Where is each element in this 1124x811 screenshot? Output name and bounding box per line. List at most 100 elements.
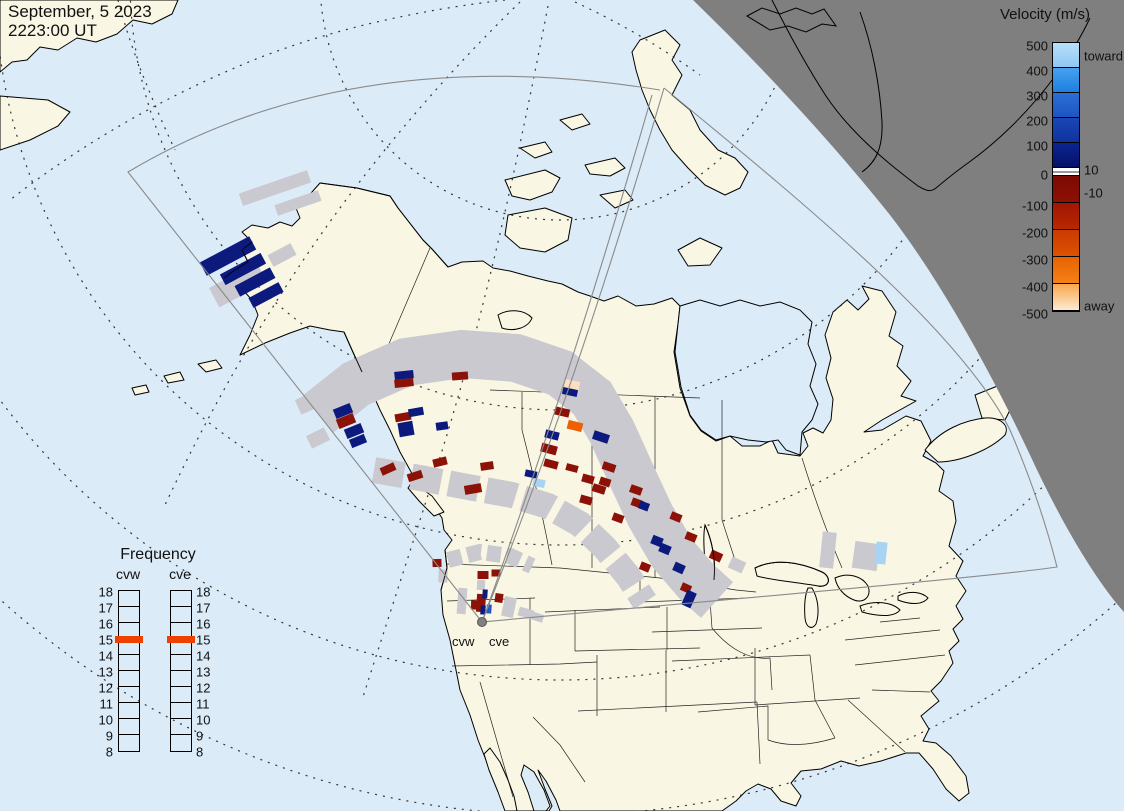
colorbar-tick-label: 100 <box>1026 138 1048 154</box>
ground-scatter-cell <box>501 595 517 619</box>
arctic-island-small-3 <box>599 189 634 209</box>
great-bear-lake <box>497 310 533 331</box>
colorbar-upper-threshold-label: 10 <box>1084 162 1099 178</box>
datetime-block: September, 5 2023 2223:00 UT <box>8 2 152 40</box>
frequency-cell <box>119 671 139 687</box>
radar-data-layer <box>199 170 888 623</box>
frequency-cell <box>171 591 191 607</box>
colorbar-away-segment <box>1053 284 1079 311</box>
frequency-cell <box>119 591 139 607</box>
colorbar-toward-segment <box>1053 143 1079 168</box>
frequency-cell <box>119 607 139 623</box>
velocity-cell-red <box>601 461 617 473</box>
ground-scatter-cell <box>456 587 468 615</box>
frequency-cell <box>171 607 191 623</box>
frequency-scale-label: 8 <box>105 744 113 760</box>
ground-scatter-band <box>446 543 536 574</box>
velocity-cell-red <box>494 592 504 604</box>
arctic-island-small-1 <box>584 157 626 177</box>
velocity-cell-red <box>477 571 489 579</box>
frequency-cell <box>119 719 139 735</box>
velocity-cell-red <box>491 569 501 577</box>
velocity-cell-navy <box>592 430 610 444</box>
frequency-scale-label: 15 <box>98 632 113 648</box>
velocity-cell-navy <box>394 370 414 380</box>
radar-site-dot <box>477 617 487 627</box>
banks-island <box>504 169 561 201</box>
velocity-cell-red <box>581 473 595 485</box>
cvw-fov <box>127 75 661 623</box>
colorbar-zero-stripe <box>1053 171 1079 174</box>
frequency-column-cvw <box>118 590 140 752</box>
colorbar-tick-label: -400 <box>1021 279 1048 295</box>
velocity-cell-red <box>480 461 494 471</box>
velocity-cell-navy <box>658 542 672 556</box>
hudson-bay <box>674 299 819 456</box>
cvw-fov-east-edge <box>481 94 653 623</box>
ground-scatter-cell <box>819 531 837 569</box>
ground-scatter-cell <box>305 427 331 449</box>
colorbar-tick-label: 300 <box>1026 88 1048 104</box>
ground-scatter-cell <box>727 556 747 574</box>
colorbar-lower-threshold-label: -10 <box>1084 185 1103 201</box>
colorbar-away-segment <box>1053 176 1079 203</box>
lake-michigan <box>804 587 819 628</box>
velocity-cell-navy <box>482 589 488 599</box>
ground-scatter-cell <box>496 349 516 365</box>
frequency-scale-label: 11 <box>196 696 210 712</box>
velocity-cell-navy <box>561 387 579 397</box>
velocity-cell-red <box>669 511 683 523</box>
velocity-cell-red <box>611 512 625 524</box>
frequency-scale-label: 16 <box>196 616 211 632</box>
colorbar-bar <box>1052 42 1080 312</box>
frequency-cell <box>119 687 139 703</box>
frequency-cell <box>171 687 191 703</box>
terminator-night-region <box>693 0 1124 612</box>
frequency-scale-label: 12 <box>196 680 211 696</box>
velocity-cell-navy <box>397 420 415 438</box>
velocity-cell-red <box>451 371 469 381</box>
frequency-scale-label: 13 <box>196 664 211 680</box>
frequency-scale-label: 12 <box>98 680 113 696</box>
velocity-cell-red <box>463 483 483 495</box>
baffin-island <box>631 29 749 196</box>
ground-scatter-cell <box>637 511 659 529</box>
frequency-scale-label: 13 <box>98 664 113 680</box>
frequency-column-label-cve: cve <box>169 566 191 582</box>
ground-scatter-cell <box>590 404 610 420</box>
time-label: 2223:00 UT <box>8 21 97 40</box>
ground-scatter-cell <box>613 464 631 480</box>
frequency-cell <box>171 703 191 719</box>
frequency-cell <box>171 671 191 687</box>
lake-huron <box>834 574 870 602</box>
velocity-cell-navy <box>637 500 651 512</box>
nova-scotia <box>924 417 1007 463</box>
frequency-cell <box>119 703 139 719</box>
velocity-cell-navy <box>672 561 686 575</box>
frequency-marker-cve <box>167 636 195 643</box>
ellesmere-coast <box>745 7 838 33</box>
victoria-island <box>504 207 573 253</box>
velocity-cell-navy <box>219 252 267 286</box>
colorbar-tick-label: 0 <box>1040 167 1048 183</box>
gulf-of-california <box>520 764 551 811</box>
velocity-cell-navy <box>650 534 664 548</box>
frequency-cell <box>171 639 191 655</box>
velocity-cell-red <box>638 561 652 573</box>
colorbar-tick-label: -500 <box>1021 306 1048 322</box>
colorbar-toward-segment <box>1053 118 1079 143</box>
colorbar-toward-segment <box>1053 93 1079 118</box>
velocity-cell-navy <box>407 406 425 418</box>
coast-overlay <box>223 182 829 591</box>
colorbar-toward-segment <box>1053 43 1079 68</box>
baja-peninsula <box>483 747 518 811</box>
frequency-marker-cvw <box>115 636 143 643</box>
colorbar-away-label: away <box>1084 298 1115 314</box>
velocity-cell-red <box>553 406 571 418</box>
frequency-scale-label: 16 <box>98 616 113 632</box>
colorbar-away-segment <box>1053 203 1079 230</box>
colorbar-title: Velocity (m/s) <box>1000 6 1091 23</box>
velocity-cell-red <box>379 462 397 476</box>
velocity-cell-navy <box>248 282 284 308</box>
